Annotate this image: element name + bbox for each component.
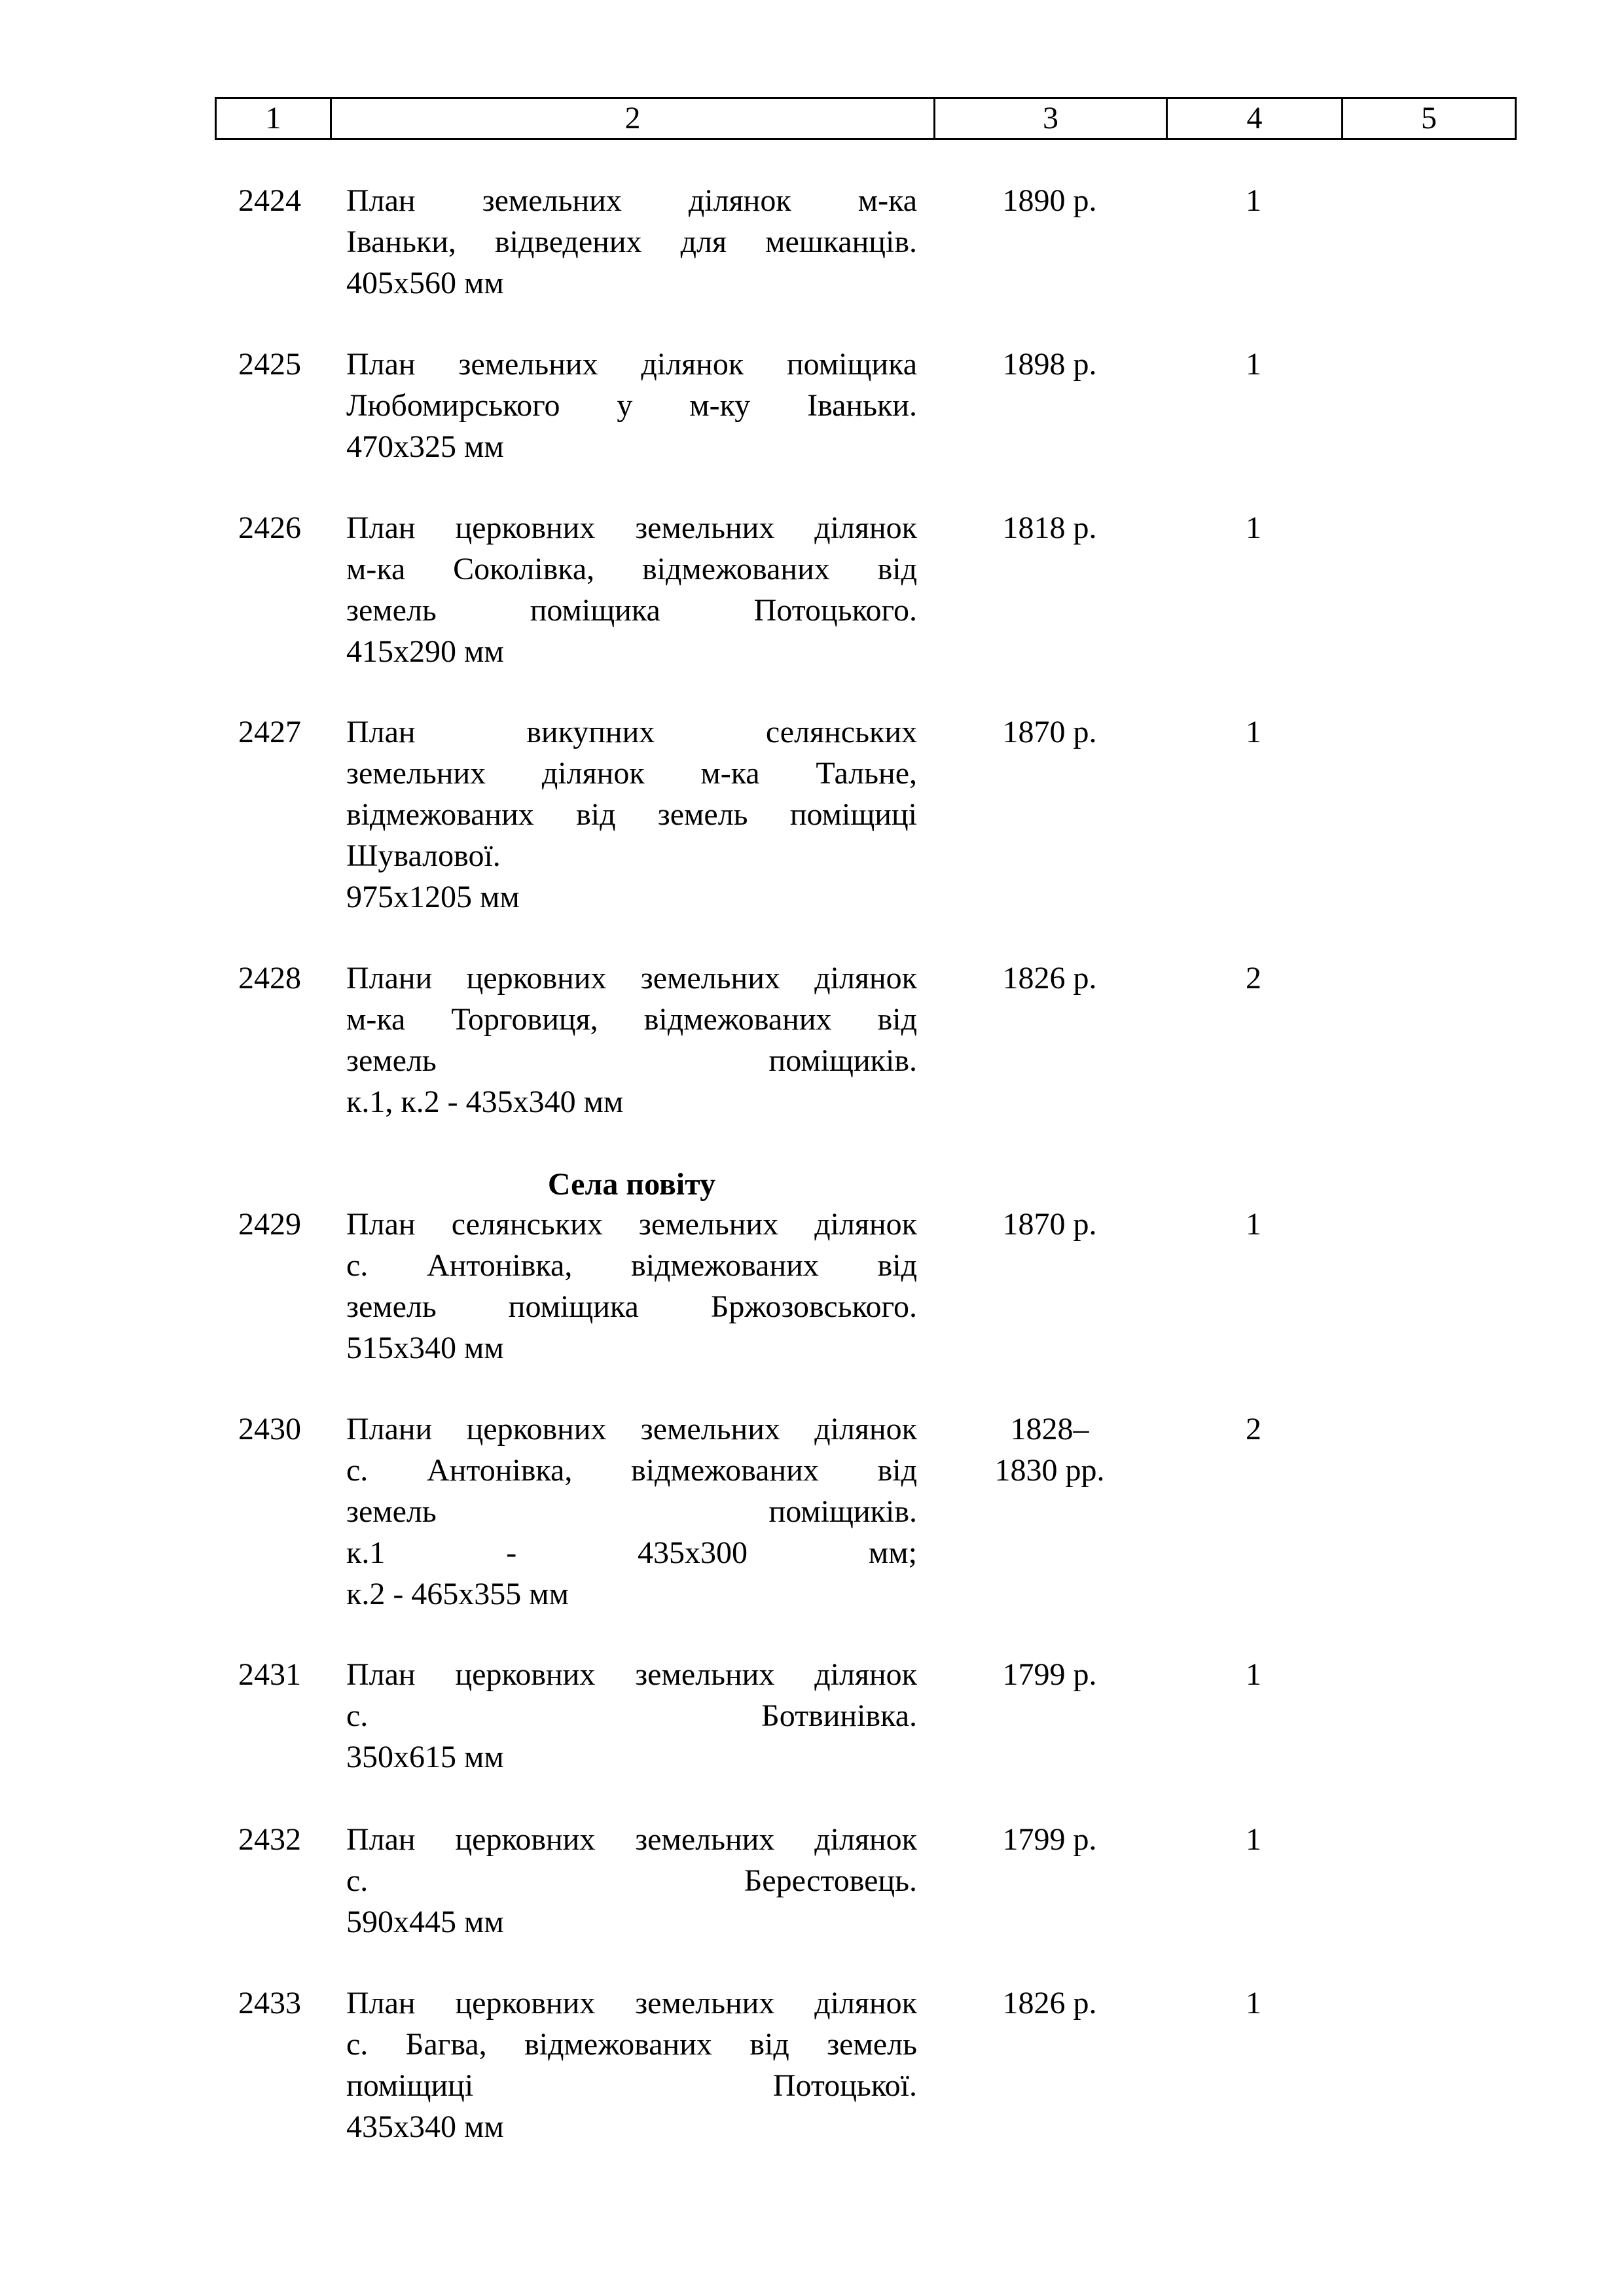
- description-line: 590x445 мм: [346, 1905, 504, 1939]
- entry-number: 2431: [238, 1657, 301, 1692]
- description-line: Плани церковних земельних ділянок: [346, 1412, 917, 1446]
- entry-number: 2433: [238, 1986, 301, 2020]
- description-line: с. Ботвинівка.: [346, 1698, 917, 1733]
- entry-number: 2426: [238, 511, 301, 545]
- entry-description: План церковних земельних ділянок м-ка Сок…: [346, 507, 917, 672]
- entry-description: Плани церковних земельних ділянок м-ка То…: [346, 958, 917, 1122]
- description-line: 975x1205 мм: [346, 880, 520, 914]
- date-line: 1799 р.: [1002, 1657, 1097, 1692]
- description-line: к.1, к.2 - 435x340 мм: [346, 1085, 624, 1119]
- description-line: План церковних земельних ділянок: [346, 1822, 917, 1857]
- entry-date: 1826 р.: [933, 958, 1166, 999]
- description-line: План земельних ділянок м-ка: [346, 183, 917, 218]
- sheet-count: 1: [1246, 1207, 1261, 1242]
- description-line: Любомирського у м-ку Іваньки.: [346, 388, 917, 423]
- entry-date: 1799 р.: [933, 1819, 1166, 1860]
- description-line: Плани церковних земельних ділянок: [346, 961, 917, 996]
- entry-date: 1870 р.: [933, 1204, 1166, 1245]
- description-line: м-ка Торговиця, відмежованих від: [346, 1002, 917, 1037]
- date-line: 1898 р.: [1002, 347, 1097, 382]
- description-line: поміщиці Потоцької.: [346, 2068, 917, 2103]
- date-line: 1826 р.: [1002, 961, 1097, 996]
- entry-number: 2429: [238, 1207, 301, 1242]
- entry-description: Плани церковних земельних ділянок с. Анто…: [346, 1408, 917, 1615]
- date-line: 1870 р.: [1002, 1207, 1097, 1242]
- description-line: земель поміщиків.: [346, 1494, 917, 1529]
- description-line: с. Антонівка, відмежованих від: [346, 1453, 917, 1488]
- description-line: 405x560 мм: [346, 266, 504, 300]
- description-line: План церковних земельних ділянок: [346, 1986, 917, 2020]
- entry-date: 1828– 1830 рр.: [933, 1408, 1166, 1491]
- entry-number: 2427: [238, 715, 301, 749]
- entry-number: 2424: [238, 183, 301, 218]
- entry-description: План церковних земельних ділянок с. Берес…: [346, 1819, 917, 1943]
- entry-date: 1826 р.: [933, 1982, 1166, 2024]
- entry-date: 1890 р.: [933, 180, 1166, 221]
- section-heading: Села повіту: [547, 1167, 716, 1202]
- sheet-count: 2: [1246, 961, 1261, 996]
- entry-number: 2425: [238, 347, 301, 382]
- description-line: 435x340 мм: [346, 2109, 504, 2144]
- date-line: 1830 рр.: [994, 1453, 1105, 1488]
- description-line: с. Антонівка, відмежованих від: [346, 1248, 917, 1283]
- sheet-count: 1: [1246, 347, 1261, 382]
- entry-description: План викупних селянських земельних діляно…: [346, 711, 917, 918]
- entry-description: План церковних земельних ділянок с. Ботви…: [346, 1654, 917, 1778]
- entry-number: 2432: [238, 1822, 301, 1857]
- description-line: 515x340 мм: [346, 1331, 504, 1365]
- description-line: земельних ділянок м-ка Тальне,: [346, 756, 917, 791]
- column-header-5: 5: [1421, 101, 1437, 135]
- entry-description: План земельних ділянок поміщика Любомирсь…: [346, 344, 917, 467]
- description-line: 470x325 мм: [346, 429, 504, 464]
- date-line: 1826 р.: [1002, 1986, 1097, 2020]
- entry-number: 2430: [238, 1412, 301, 1446]
- sheet-count: 1: [1246, 1986, 1261, 2020]
- entry-date: 1818 р.: [933, 507, 1166, 548]
- description-line: земель поміщика Потоцького.: [346, 593, 917, 628]
- description-line: земель поміщиків.: [346, 1043, 917, 1078]
- date-line: 1870 р.: [1002, 715, 1097, 749]
- description-line: 415x290 мм: [346, 634, 504, 669]
- description-line: к.1 - 435x300 мм;: [346, 1535, 917, 1570]
- sheet-count: 1: [1246, 1657, 1261, 1692]
- sheet-count: 1: [1246, 183, 1261, 218]
- date-line: 1828–: [1010, 1412, 1089, 1446]
- column-header-1: 1: [217, 99, 332, 138]
- column-header-3: 3: [935, 99, 1168, 138]
- entry-date: 1870 р.: [933, 711, 1166, 753]
- entry-description: План земельних ділянок м-ка Іваньки, відв…: [346, 180, 917, 304]
- description-line: 350x615 мм: [346, 1740, 504, 1774]
- entry-description: План церковних земельних ділянок с. Багва…: [346, 1982, 917, 2147]
- description-line: План церковних земельних ділянок: [346, 511, 917, 545]
- description-line: План селянських земельних ділянок: [346, 1207, 917, 1242]
- sheet-count: 1: [1246, 511, 1261, 545]
- column-header-2: 2: [332, 99, 935, 138]
- description-line: с. Берестовець.: [346, 1863, 917, 1898]
- description-line: відмежованих від земель поміщиці: [346, 797, 917, 832]
- date-line: 1890 р.: [1002, 183, 1097, 218]
- column-header-row: 1 2 3 4 5: [215, 97, 1517, 140]
- entry-date: 1799 р.: [933, 1654, 1166, 1695]
- sheet-count: 1: [1246, 715, 1261, 749]
- description-line: План земельних ділянок поміщика: [346, 347, 917, 382]
- description-line: м-ка Соколівка, відмежованих від: [346, 552, 917, 586]
- description-line: План викупних селянських: [346, 715, 917, 749]
- column-header-4: 4: [1168, 99, 1343, 138]
- entry-number: 2428: [238, 961, 301, 996]
- description-line: с. Багва, відмежованих від земель: [346, 2027, 917, 2062]
- date-line: 1818 р.: [1002, 511, 1097, 545]
- sheet-count: 2: [1246, 1412, 1261, 1446]
- description-line: земель поміщика Бржозовського.: [346, 1289, 917, 1324]
- entry-date: 1898 р.: [933, 344, 1166, 385]
- description-line: Шувалової.: [346, 838, 501, 873]
- description-line: План церковних земельних ділянок: [346, 1657, 917, 1692]
- entry-description: План селянських земельних ділянок с. Анто…: [346, 1204, 917, 1369]
- description-line: к.2 - 465x355 мм: [346, 1577, 569, 1611]
- description-line: Іваньки, відведених для мешканців.: [346, 224, 917, 259]
- date-line: 1799 р.: [1002, 1822, 1097, 1857]
- sheet-count: 1: [1246, 1822, 1261, 1857]
